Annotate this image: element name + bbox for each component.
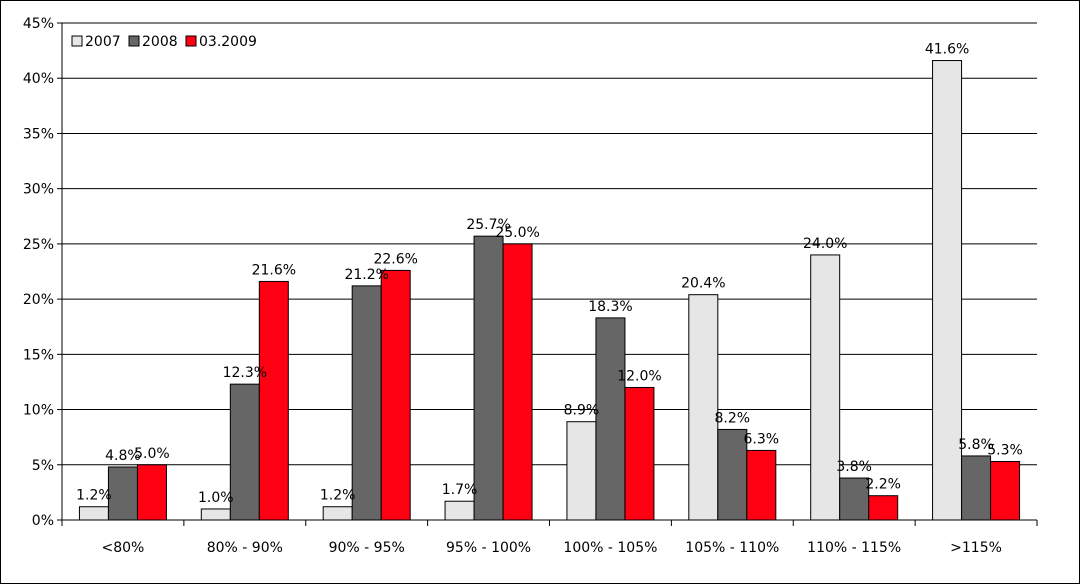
bar-2008-6 [839,477,870,521]
bar-2008-2 [351,285,382,521]
data-label: 2.2% [865,477,901,493]
y-tick-label: 5% [32,458,54,474]
bar-2007-0 [78,506,109,521]
data-label: 8.9% [564,403,600,419]
data-label: 41.6% [925,42,969,58]
bar-2008-3 [473,235,504,521]
legend: 2007 2008 03.2009 [71,34,257,50]
x-category-label: 95% - 100% [446,540,531,556]
bar-03-2009-5 [746,449,777,521]
bar-2008-4 [595,317,626,521]
data-label: 4.8% [105,448,141,464]
data-label: 1.0% [198,490,234,506]
bar-2008-0 [107,466,138,521]
bar-2008-7 [961,455,992,521]
data-label: 20.4% [681,276,725,292]
legend-swatch [185,35,197,47]
legend-label: 03.2009 [199,34,257,50]
legend-label: 2007 [85,34,121,50]
data-label: 24.0% [803,236,847,252]
bar-2007-3 [444,500,475,521]
y-tick-label: 35% [23,126,54,142]
data-label: 5.3% [987,442,1023,458]
y-tick-label: 40% [23,71,54,87]
data-labels: 1.2% 4.8%5.0% 1.0% 12.3% 21.6% 1.2% 21.2%22.6%… [76,42,1023,506]
data-label: 22.6% [373,251,417,267]
data-label: 5.8% [958,437,994,453]
y-tick-label: 20% [23,292,54,308]
legend-label: 2008 [142,34,178,50]
y-tick-label: 10% [23,403,54,419]
data-label: 8.2% [715,410,751,426]
data-label: 6.3% [744,431,780,447]
data-label: 5.0% [134,446,170,462]
y-tick-label: 30% [23,182,54,198]
x-category-label: <80% [102,540,145,556]
bar-2007-6 [810,254,841,521]
axes [57,22,1038,526]
data-label: 21.6% [252,262,296,278]
data-label: 18.3% [588,299,632,315]
bar-2007-1 [200,508,231,521]
y-tick-label: 0% [32,513,54,529]
data-label: 25.7% [466,217,510,233]
bar-03-2009-7 [990,460,1021,521]
y-tick-label: 15% [23,347,54,363]
legend-swatch [71,35,83,47]
x-category-label: 80% - 90% [207,540,283,556]
legend-swatch [128,35,140,47]
bars [78,60,1021,521]
bar-03-2009-1 [258,280,289,521]
bar-03-2009-3 [502,243,533,521]
gridlines [62,22,1037,466]
bar-2007-2 [322,506,353,521]
y-tick-label: 25% [23,237,54,253]
bar-03-2009-4 [624,386,655,521]
bar-2007-4 [566,421,597,521]
bar-2008-5 [717,428,748,521]
data-label: 12.3% [223,365,267,381]
x-category-label: 110% - 115% [807,540,901,556]
x-category-label: 100% - 105% [563,540,657,556]
bar-2008-1 [229,383,260,521]
data-label: 1.7% [442,482,478,498]
x-category-label: 90% - 95% [329,540,405,556]
x-category-label: 105% - 110% [685,540,779,556]
x-category-label: >115% [950,540,1002,556]
bar-03-2009-2 [380,269,411,521]
data-label: 3.8% [836,459,872,475]
data-label: 25.0% [495,225,539,241]
y-tick-label: 45% [23,16,54,32]
data-label: 1.2% [320,488,356,504]
data-label: 12.0% [617,368,661,384]
data-label: 1.2% [76,488,112,504]
data-label: 21.2% [344,267,388,283]
bar-03-2009-6 [868,495,899,521]
bar-2007-7 [932,60,963,521]
bar-2007-5 [688,294,719,521]
y-axis-ticks: 0% 5% 10% 15% 20% 25% 30% 35% 40% 45% [23,16,54,529]
bar-03-2009-0 [136,464,167,521]
category-labels: <80% 80% - 90% 90% - 95% 95% - 100% 100% - 1… [102,540,1002,556]
